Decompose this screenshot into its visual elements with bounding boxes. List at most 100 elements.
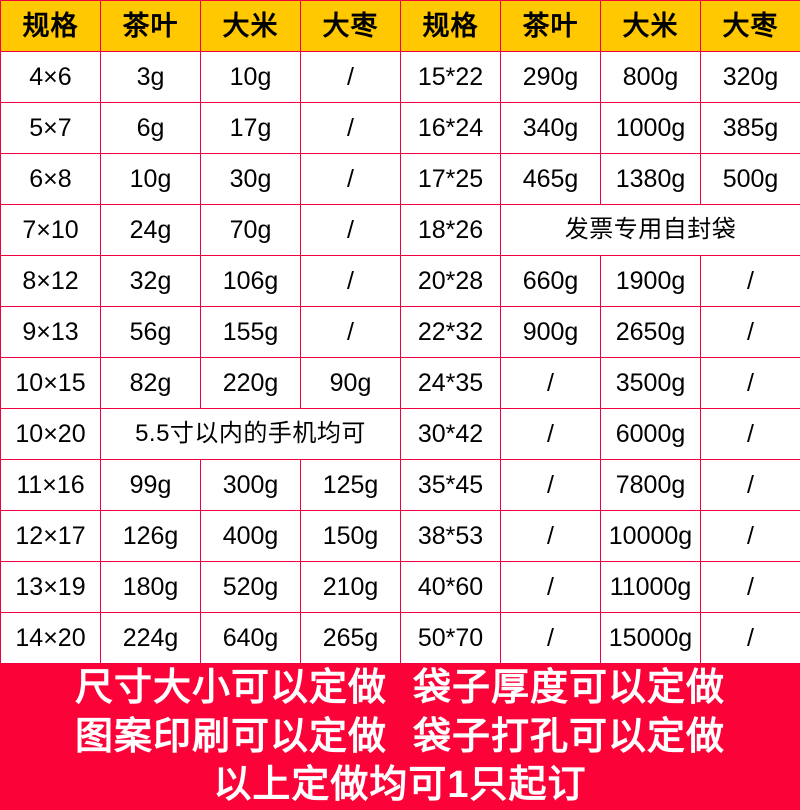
column-header-5: 规格 <box>401 1 501 52</box>
cell-weight: 1000g <box>601 103 701 154</box>
cell-weight: / <box>301 307 401 358</box>
cell-weight: 220g <box>201 358 301 409</box>
cell-spec: 14×20 <box>1 613 101 664</box>
cell-weight: / <box>501 409 601 460</box>
cell-weight: 7800g <box>601 460 701 511</box>
cell-weight: / <box>701 409 800 460</box>
cell-weight: 465g <box>501 154 601 205</box>
cell-weight: 99g <box>101 460 201 511</box>
cell-weight: 125g <box>301 460 401 511</box>
cell-weight: / <box>301 205 401 256</box>
cell-weight: 90g <box>301 358 401 409</box>
column-header-1: 规格 <box>1 1 101 52</box>
cell-weight: / <box>301 256 401 307</box>
cell-weight: 290g <box>501 52 601 103</box>
cell-spec: 15*22 <box>401 52 501 103</box>
cell-spec: 22*32 <box>401 307 501 358</box>
table-header-row: 规格茶叶大米大枣规格茶叶大米大枣 <box>1 1 800 52</box>
cell-spec: 11×16 <box>1 460 101 511</box>
cell-spec: 12×17 <box>1 511 101 562</box>
column-header-6: 茶叶 <box>501 1 601 52</box>
cell-weight: 70g <box>201 205 301 256</box>
column-header-4: 大枣 <box>301 1 401 52</box>
column-header-7: 大米 <box>601 1 701 52</box>
cell-weight: / <box>501 460 601 511</box>
cell-spec: 10×20 <box>1 409 101 460</box>
cell-weight: 32g <box>101 256 201 307</box>
column-header-2: 茶叶 <box>101 1 201 52</box>
cell-weight: / <box>501 358 601 409</box>
cell-spec: 5×7 <box>1 103 101 154</box>
cell-weight: 10g <box>101 154 201 205</box>
cell-weight: 30g <box>201 154 301 205</box>
column-header-8: 大枣 <box>701 1 800 52</box>
cell-weight: 180g <box>101 562 201 613</box>
cell-weight: 400g <box>201 511 301 562</box>
cell-weight: 500g <box>701 154 800 205</box>
cell-spec: 4×6 <box>1 52 101 103</box>
banner-text: 袋子厚度可以定做 <box>413 664 725 713</box>
cell-weight: 15000g <box>601 613 701 664</box>
cell-spec: 6×8 <box>1 154 101 205</box>
cell-weight: 6000g <box>601 409 701 460</box>
cell-weight: 10g <box>201 52 301 103</box>
cell-spec: 13×19 <box>1 562 101 613</box>
promotional-banner: 尺寸大小可以定做袋子厚度可以定做图案印刷可以定做袋子打孔可以定做以上定做均可1只… <box>0 664 800 810</box>
banner-text: 以上定做均可1只起订 <box>213 761 586 810</box>
cell-weight: 1380g <box>601 154 701 205</box>
cell-spec: 16*24 <box>401 103 501 154</box>
cell-spec: 10×15 <box>1 358 101 409</box>
cell-weight: / <box>701 307 800 358</box>
table-header: 规格茶叶大米大枣规格茶叶大米大枣 <box>1 1 800 52</box>
cell-weight: / <box>701 562 800 613</box>
cell-weight: 3500g <box>601 358 701 409</box>
cell-weight: 1900g <box>601 256 701 307</box>
cell-weight: / <box>501 613 601 664</box>
cell-spec: 20*28 <box>401 256 501 307</box>
cell-weight: / <box>701 613 800 664</box>
cell-weight: / <box>701 511 800 562</box>
cell-weight: 155g <box>201 307 301 358</box>
column-header-3: 大米 <box>201 1 301 52</box>
cell-weight: 340g <box>501 103 601 154</box>
cell-weight: 10000g <box>601 511 701 562</box>
cell-weight: / <box>701 358 800 409</box>
cell-spec: 18*26 <box>401 205 501 256</box>
cell-weight: / <box>701 460 800 511</box>
cell-weight: 320g <box>701 52 800 103</box>
cell-spec: 50*70 <box>401 613 501 664</box>
cell-weight: 265g <box>301 613 401 664</box>
cell-weight: 210g <box>301 562 401 613</box>
cell-weight: 300g <box>201 460 301 511</box>
cell-spec: 24*35 <box>401 358 501 409</box>
cell-weight: 660g <box>501 256 601 307</box>
banner-text: 图案印刷可以定做 <box>75 713 387 762</box>
banner-text: 尺寸大小可以定做 <box>75 664 387 713</box>
cell-spec: 17*25 <box>401 154 501 205</box>
cell-weight: 2650g <box>601 307 701 358</box>
cell-weight: / <box>301 52 401 103</box>
cell-spec: 8×12 <box>1 256 101 307</box>
cell-merged-note: 发票专用自封袋 <box>501 205 800 256</box>
banner-text: 袋子打孔可以定做 <box>413 713 725 762</box>
cell-weight: 150g <box>301 511 401 562</box>
cell-weight: 11000g <box>601 562 701 613</box>
cell-merged-note: 5.5寸以内的手机均可 <box>101 409 401 460</box>
cell-spec: 9×13 <box>1 307 101 358</box>
cell-weight: 800g <box>601 52 701 103</box>
cell-weight: 126g <box>101 511 201 562</box>
banner-line: 尺寸大小可以定做袋子厚度可以定做 <box>75 664 725 713</box>
cell-weight: 56g <box>101 307 201 358</box>
cell-weight: / <box>301 103 401 154</box>
